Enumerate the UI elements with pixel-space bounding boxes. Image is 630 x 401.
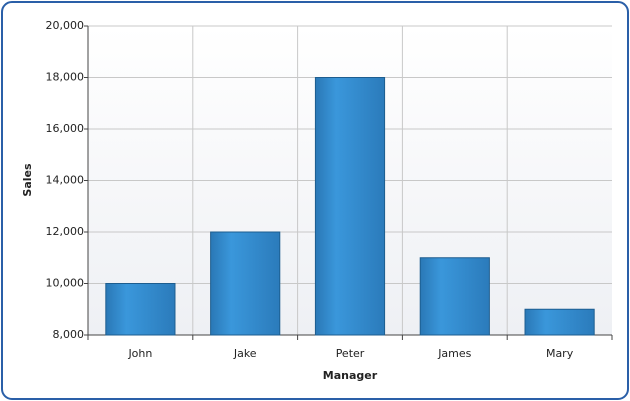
x-tick-label: John — [127, 347, 152, 360]
bar — [314, 77, 386, 336]
bar — [524, 308, 595, 336]
x-tick-label: Peter — [336, 347, 365, 360]
x-tick-label: Jake — [233, 347, 257, 360]
x-tick-label: Mary — [546, 347, 574, 360]
x-tick-label: James — [437, 347, 471, 360]
y-tick-label: 20,000 — [46, 19, 85, 32]
y-tick-label: 14,000 — [46, 174, 85, 187]
y-tick-label: 16,000 — [46, 122, 85, 135]
x-axis-label: Manager — [323, 369, 378, 382]
bar — [210, 231, 281, 336]
bar — [419, 257, 490, 336]
y-axis-label: Sales — [21, 163, 34, 197]
bar — [105, 283, 176, 336]
y-tick-label: 8,000 — [53, 328, 85, 341]
y-tick-label: 10,000 — [46, 277, 85, 290]
y-tick-label: 12,000 — [46, 225, 85, 238]
y-tick-label: 18,000 — [46, 71, 85, 84]
